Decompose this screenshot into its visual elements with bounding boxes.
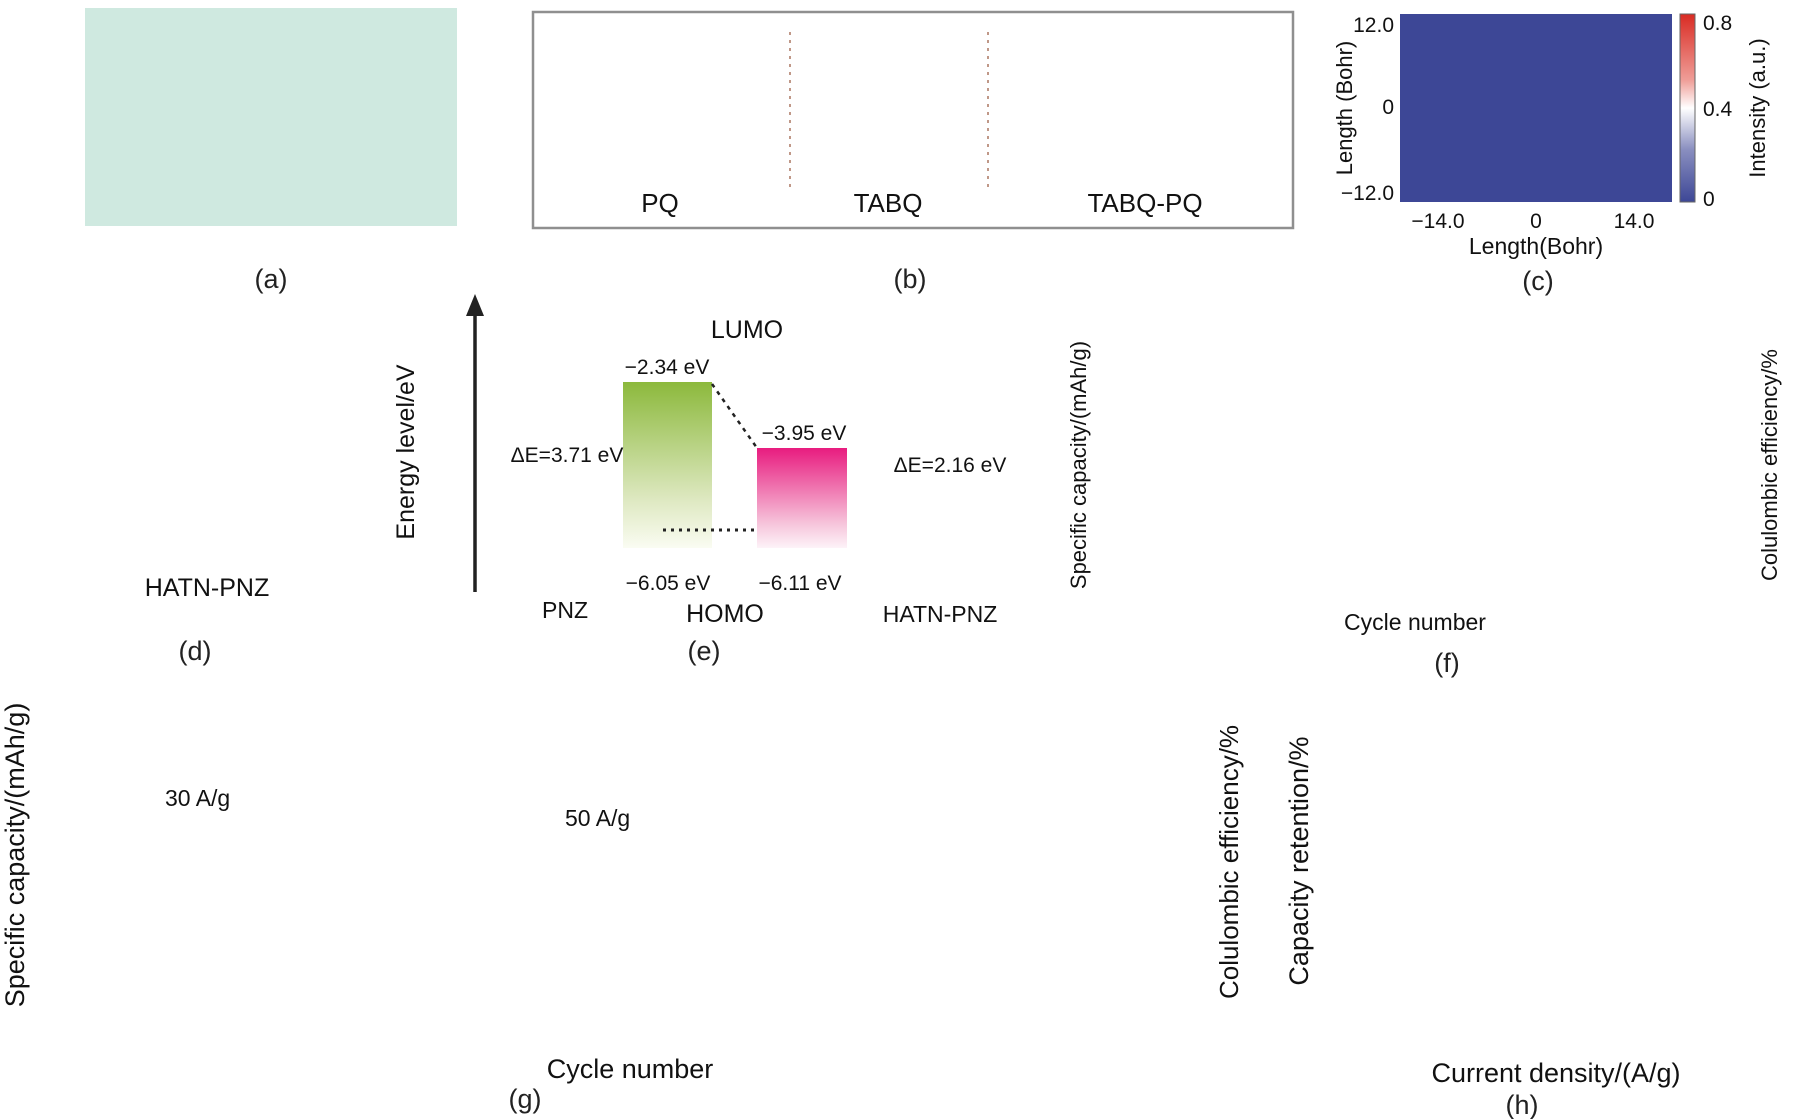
colorbar-axis-label: Intensity (a.u.): [1745, 38, 1770, 177]
molecule-name-tabq-pq: TABQ-PQ: [1087, 188, 1202, 218]
pnz-gap-value: ΔE=3.71 eV: [511, 444, 624, 467]
g-annotation-50ag: 50 A/g: [565, 805, 630, 831]
hatn-energy-gap-bar: [757, 448, 847, 548]
heatmap-xtick-m14: −14.0: [1411, 210, 1464, 233]
molecule-name-pq: PQ: [641, 188, 679, 218]
panel-b-frame: [531, 10, 1295, 230]
hatn-homo-energy: −6.11 eV: [758, 572, 841, 595]
hatn-name: HATN-PNZ: [883, 601, 998, 627]
panel-f: Specific capacity/(mAh/g) Colulombic eff…: [1066, 341, 1782, 678]
panel-c: 0.8 0.4 0 Intensity (a.u.) Length (Bohr)…: [1332, 12, 1770, 296]
g-x-axis-label: Cycle number: [547, 1054, 714, 1084]
f-x-axis-label: Cycle number: [1344, 609, 1486, 635]
f-y-axis-right-label: Colulombic efficiency/%: [1757, 349, 1782, 581]
panel-c-label: (c): [1522, 266, 1553, 296]
heatmap-xtick-14: 14.0: [1614, 210, 1655, 233]
panel-h-label: (h): [1506, 1090, 1539, 1119]
h-y-axis-label: Capacity retention/%: [1284, 736, 1314, 985]
molecule-name-hatn-pnz: HATN-PNZ: [145, 574, 270, 602]
pnz-lumo-energy: −2.34 eV: [625, 356, 710, 379]
panel-f-label: (f): [1434, 648, 1459, 678]
colorbar-tick-08: 0.8: [1703, 12, 1732, 35]
heatmap-ytick-0: 0: [1382, 96, 1394, 119]
panel-d: HATN-PNZ (d): [145, 574, 270, 666]
panel-d-label: (d): [179, 636, 212, 666]
h-x-axis-label: Current density/(A/g): [1431, 1058, 1680, 1088]
panel-a: (a): [85, 8, 457, 294]
hatn-lumo-energy: −3.95 eV: [762, 422, 847, 445]
g-y-axis-right-label: Colulombic efficiency/%: [1214, 725, 1244, 999]
hatn-gap-value: ΔE=2.16 eV: [894, 454, 1007, 477]
lumo-connector-dashes: [710, 383, 759, 449]
heatmap-ytick-12: 12.0: [1353, 14, 1394, 37]
energy-axis-arrowhead: [466, 294, 484, 316]
heatmap-xtick-0: 0: [1530, 210, 1542, 233]
heatmap-ytick-m12: −12.0: [1341, 182, 1394, 205]
panel-g: Specific capacity/(mAh/g) Colulombic eff…: [0, 703, 1244, 1114]
lumo-label: LUMO: [711, 316, 783, 344]
pnz-name: PNZ: [542, 597, 588, 623]
pnz-homo-energy: −6.05 eV: [626, 572, 711, 595]
panel-h: Capacity retention/% Current density/(A/…: [1284, 736, 1681, 1119]
pnz-energy-gap-bar: [623, 382, 712, 548]
panel-g-label: (g): [509, 1084, 542, 1114]
heatmap-plot-area: [1400, 14, 1672, 202]
colorbar-tick-04: 0.4: [1703, 98, 1733, 121]
colorbar: [1679, 13, 1696, 203]
g-y-axis-left-label: Specific capacity/(mAh/g): [0, 703, 30, 1008]
panel-e: Energy level/eV LUMO HOMO −2.34 eV −3.95…: [392, 294, 1006, 666]
f-y-axis-left-label: Specific capacity/(mAh/g): [1066, 341, 1091, 589]
energy-axis-label: Energy level/eV: [392, 364, 420, 539]
homo-label: HOMO: [686, 600, 764, 628]
panel-b: PQ TABQ TABQ-PQ (b): [531, 10, 1295, 294]
panel-a-background: [85, 8, 457, 226]
g-annotation-30ag: 30 A/g: [165, 785, 230, 811]
panel-a-label: (a): [255, 264, 288, 294]
molecule-name-tabq: TABQ: [854, 188, 923, 218]
panel-e-label: (e): [688, 636, 721, 666]
heatmap-x-axis-label: Length(Bohr): [1469, 233, 1603, 259]
colorbar-tick-0: 0: [1703, 188, 1715, 211]
panel-b-label: (b): [894, 264, 927, 294]
heatmap-y-axis-label: Length (Bohr): [1332, 41, 1357, 176]
